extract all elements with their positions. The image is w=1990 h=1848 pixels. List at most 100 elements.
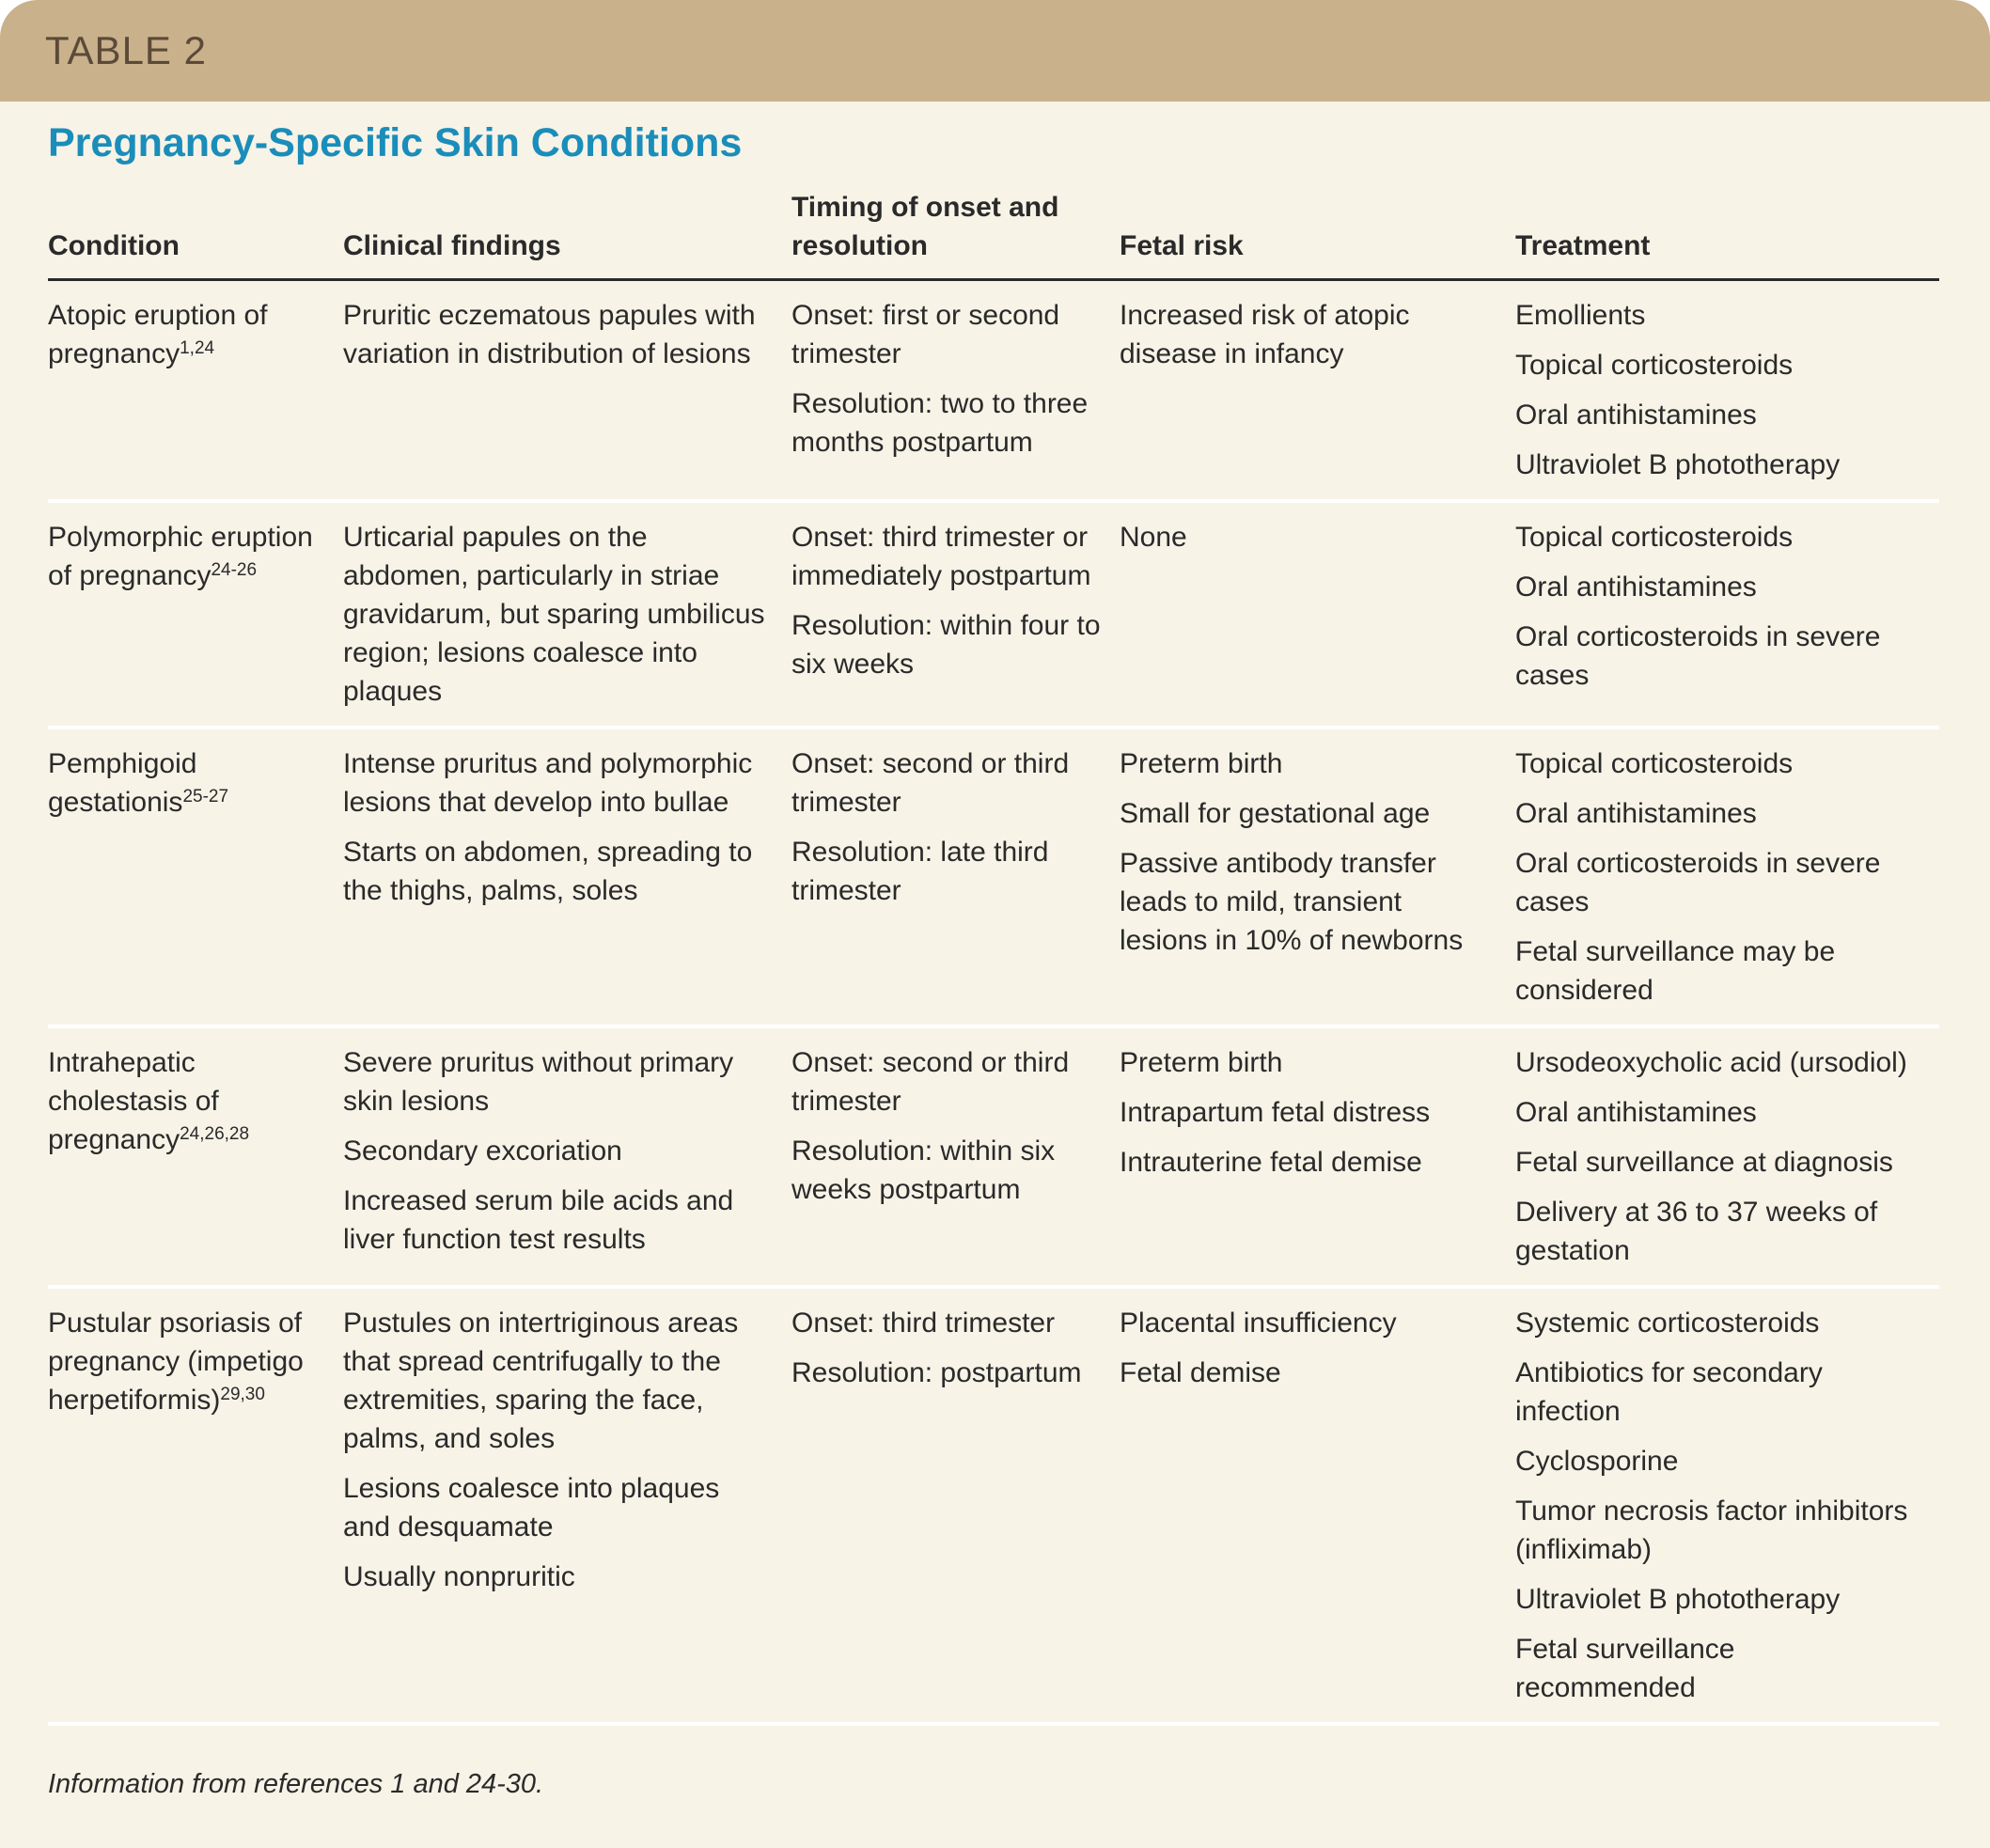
cell-item: Emollients <box>1515 300 1646 331</box>
cell-item: Pustules on intertriginous areas that sp… <box>343 1308 739 1454</box>
cell-item: Usually nonpruritic <box>343 1561 575 1592</box>
cell-item: Resolution: late third trimester <box>791 837 1049 906</box>
header-row: Condition Clinical findings Timing of onse… <box>48 188 1939 281</box>
findings-cell: Urticarial papules on the abdomen, parti… <box>343 501 791 729</box>
condition-name: Pustular psoriasis of pregnancy (impetig… <box>48 1308 304 1416</box>
cell-item: Starts on abdomen, spreading to the thig… <box>343 837 753 906</box>
reference: 25-27 <box>182 787 229 807</box>
findings-cell: Intense pruritus and polymorphic lesions… <box>343 728 791 1028</box>
timing-cell: Onset: second or third trimester Resoluti… <box>791 728 1120 1028</box>
condition-name: Polymorphic eruption of pregnancy <box>48 522 313 591</box>
treatment-cell: Topical corticosteroids Oral antihistamin… <box>1515 728 1939 1028</box>
cell-item: Placental insufficiency <box>1120 1308 1397 1339</box>
cell-item: Resolution: within four to six weeks <box>791 610 1101 680</box>
condition-cell: Polymorphic eruption of pregnancy24-26 <box>48 501 343 729</box>
cell-item: Topical corticosteroids <box>1515 748 1794 779</box>
cell-item: Topical corticosteroids <box>1515 350 1794 381</box>
cell-item: Oral corticosteroids in severe cases <box>1515 848 1881 917</box>
cell-item: Intrapartum fetal distress <box>1120 1097 1431 1128</box>
condition-name: Atopic eruption of pregnancy <box>48 300 268 369</box>
cell-item: Preterm birth <box>1120 748 1283 779</box>
table-row: Pustular psoriasis of pregnancy (impetig… <box>48 1287 1939 1726</box>
findings-cell: Severe pruritus without primary skin les… <box>343 1026 791 1289</box>
cell-item: Intense pruritus and polymorphic lesions… <box>343 748 753 818</box>
cell-item: Urticarial papules on the abdomen, parti… <box>343 522 765 707</box>
treatment-cell: Systemic corticosteroids Antibiotics for … <box>1515 1287 1939 1726</box>
cell-item: Resolution: two to three months postpart… <box>791 388 1089 458</box>
cell-item: Increased risk of atopic disease in infa… <box>1120 300 1410 369</box>
column-header: Timing of onset and resolution <box>791 188 1120 281</box>
reference: 29,30 <box>220 1385 265 1404</box>
timing-cell: Onset: third trimester or immediately po… <box>791 501 1120 729</box>
fetal-risk-cell: Increased risk of atopic disease in infa… <box>1120 279 1515 503</box>
cell-item: Oral antihistamines <box>1515 572 1757 603</box>
column-header: Fetal risk <box>1120 188 1515 281</box>
cell-item: Fetal surveillance at diagnosis <box>1515 1147 1893 1178</box>
cell-item: Fetal surveillance may be considered <box>1515 936 1836 1006</box>
cell-item: Lesions coalesce into plaques and desqua… <box>343 1473 720 1543</box>
cell-item: Onset: second or third trimester <box>791 1047 1070 1117</box>
cell-item: Onset: first or second trimester <box>791 300 1060 369</box>
cell-item: Fetal surveillance recommended <box>1515 1634 1735 1703</box>
cell-item: Antibiotics for secondary infection <box>1515 1357 1823 1427</box>
cell-item: Ultraviolet B phototherapy <box>1515 1584 1841 1615</box>
cell-item: Intrauterine fetal demise <box>1120 1147 1422 1178</box>
cell-item: Systemic corticosteroids <box>1515 1308 1820 1339</box>
treatment-cell: Ursodeoxycholic acid (ursodiol) Oral anti… <box>1515 1026 1939 1289</box>
column-header: Condition <box>48 188 343 281</box>
data-table: Condition Clinical findings Timing of onse… <box>48 188 1939 1726</box>
cell-item: Pruritic eczematous papules with variati… <box>343 300 756 369</box>
table-row: Intrahepatic cholestasis of pregnancy24,… <box>48 1026 1939 1289</box>
cell-item: Oral corticosteroids in severe cases <box>1515 621 1881 691</box>
cell-item: Passive antibody transfer leads to mild,… <box>1120 848 1464 956</box>
cell-item: Onset: third trimester <box>791 1308 1056 1339</box>
cell-item: Preterm birth <box>1120 1047 1283 1078</box>
cell-item: Resolution: within six weeks postpartum <box>791 1135 1056 1205</box>
condition-cell: Intrahepatic cholestasis of pregnancy24,… <box>48 1026 343 1289</box>
timing-cell: Onset: third trimester Resolution: postpa… <box>791 1287 1120 1726</box>
timing-cell: Onset: first or second trimester Resoluti… <box>791 279 1120 503</box>
column-header: Clinical findings <box>343 188 791 281</box>
cell-item: Topical corticosteroids <box>1515 522 1794 553</box>
cell-item: Ursodeoxycholic acid (ursodiol) <box>1515 1047 1907 1078</box>
table-label: TABLE 2 <box>45 28 207 72</box>
cell-item: Ultraviolet B phototherapy <box>1515 449 1841 480</box>
findings-cell: Pruritic eczematous papules with variati… <box>343 279 791 503</box>
condition-name: Pemphigoid gestationis <box>48 748 197 818</box>
cell-item: None <box>1120 522 1187 553</box>
cell-item: Delivery at 36 to 37 weeks of gestation <box>1515 1197 1878 1266</box>
findings-cell: Pustules on intertriginous areas that sp… <box>343 1287 791 1726</box>
cell-item: Fetal demise <box>1120 1357 1281 1388</box>
condition-cell: Atopic eruption of pregnancy1,24 <box>48 279 343 503</box>
cell-item: Increased serum bile acids and liver fun… <box>343 1185 734 1255</box>
fetal-risk-cell: Placental insufficiency Fetal demise <box>1120 1287 1515 1726</box>
header-band: TABLE 2 <box>0 0 1990 102</box>
column-header: Treatment <box>1515 188 1939 281</box>
cell-item: Tumor necrosis factor inhibitors (inflix… <box>1515 1496 1908 1565</box>
footnote: Information from references 1 and 24-30. <box>48 1769 544 1799</box>
cell-item: Oral antihistamines <box>1515 1097 1757 1128</box>
cell-item: Secondary excoriation <box>343 1135 622 1167</box>
treatment-cell: Topical corticosteroids Oral antihistamin… <box>1515 501 1939 729</box>
reference: 24-26 <box>211 560 258 580</box>
cell-item: Oral antihistamines <box>1515 399 1757 431</box>
fetal-risk-cell: Preterm birth Small for gestational age Pa… <box>1120 728 1515 1028</box>
fetal-risk-cell: Preterm birth Intrapartum fetal distress I… <box>1120 1026 1515 1289</box>
condition-cell: Pustular psoriasis of pregnancy (impetig… <box>48 1287 343 1726</box>
reference: 24,26,28 <box>180 1124 250 1144</box>
cell-item: Small for gestational age <box>1120 798 1431 829</box>
condition-cell: Pemphigoid gestationis25-27 <box>48 728 343 1028</box>
cell-item: Resolution: postpartum <box>791 1357 1082 1388</box>
timing-cell: Onset: second or third trimester Resoluti… <box>791 1026 1120 1289</box>
cell-item: Oral antihistamines <box>1515 798 1757 829</box>
table-row: Atopic eruption of pregnancy1,24 Pruritic… <box>48 279 1939 503</box>
reference: 1,24 <box>180 338 215 358</box>
cell-item: Severe pruritus without primary skin les… <box>343 1047 734 1117</box>
table-row: Pemphigoid gestationis25-27 Intense pruri… <box>48 728 1939 1028</box>
treatment-cell: Emollients Topical corticosteroids Oral an… <box>1515 279 1939 503</box>
table-title: Pregnancy-Specific Skin Conditions <box>48 120 743 165</box>
cell-item: Onset: second or third trimester <box>791 748 1070 818</box>
cell-item: Cyclosporine <box>1515 1446 1679 1477</box>
fetal-risk-cell: None <box>1120 501 1515 729</box>
